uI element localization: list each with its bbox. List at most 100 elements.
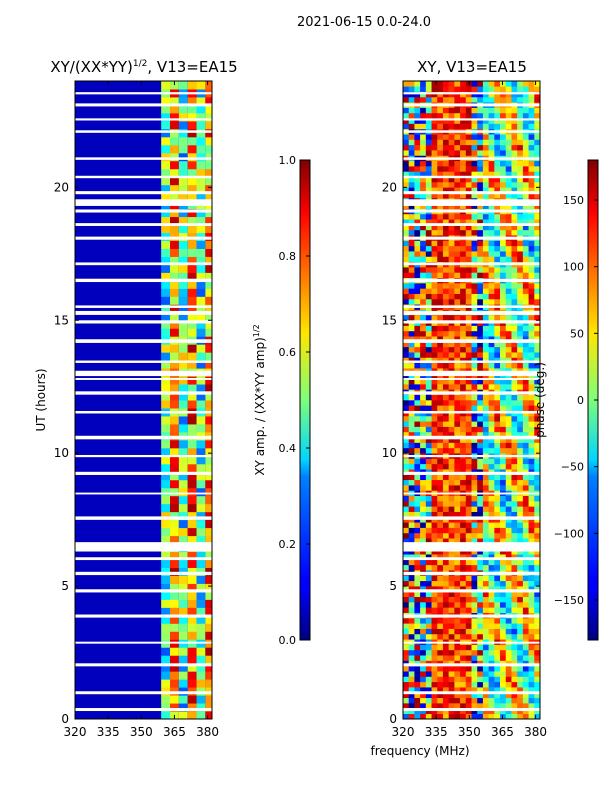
phase-cell xyxy=(517,479,524,486)
phase-cell xyxy=(442,400,449,406)
amplitude-cell xyxy=(205,304,212,313)
phase-cell xyxy=(431,586,438,592)
phase-cell xyxy=(500,166,507,172)
phase-cell xyxy=(414,633,421,640)
phase-cell xyxy=(528,501,535,507)
phase-cell xyxy=(522,112,529,119)
amplitude-cell xyxy=(161,176,171,186)
amplitude-cell xyxy=(161,360,171,369)
phase-cell xyxy=(408,256,415,263)
phase-cell xyxy=(534,708,541,714)
phase-cell xyxy=(408,213,415,220)
phase-cell xyxy=(488,144,495,151)
phase-cell xyxy=(414,293,421,300)
phase-cell xyxy=(522,628,529,635)
phase-gap-row xyxy=(403,410,540,414)
phase-cell xyxy=(505,681,512,688)
phase-cell xyxy=(488,86,495,92)
amplitude-cell xyxy=(205,240,212,249)
phase-cell xyxy=(511,144,518,151)
phase-cell xyxy=(482,495,489,502)
phase-cell xyxy=(454,171,461,177)
phase-cell xyxy=(534,559,541,566)
phase-cell xyxy=(420,86,427,92)
phase-cell xyxy=(511,554,518,560)
phase-cell xyxy=(505,394,512,401)
phase-cell xyxy=(528,479,535,486)
phase-x-tick-label: 365 xyxy=(491,725,514,739)
amplitude-heatmap xyxy=(75,81,212,720)
phase-cell xyxy=(534,330,541,337)
phase-cell xyxy=(500,224,507,231)
phase-cell xyxy=(511,522,518,528)
amplitude-cell xyxy=(205,320,212,329)
phase-cell xyxy=(488,150,495,156)
phase-cell xyxy=(465,405,472,411)
phase-cell xyxy=(448,708,455,714)
phase-cell xyxy=(420,171,427,177)
phase-cell xyxy=(414,224,421,231)
phase-cell xyxy=(505,527,512,534)
phase-cell xyxy=(511,559,518,566)
phase-cell xyxy=(488,81,495,87)
phase-cell xyxy=(425,240,432,247)
amplitude-cell xyxy=(170,296,179,305)
phase-cell xyxy=(488,580,495,587)
phase-cell xyxy=(465,91,472,98)
phase-cell xyxy=(465,182,472,188)
phase-cell xyxy=(500,336,507,342)
phase-cell xyxy=(425,166,432,172)
phase-cell xyxy=(511,586,518,592)
amplitude-cell xyxy=(205,447,212,457)
phase-cell xyxy=(522,107,529,114)
amplitude-cell xyxy=(187,120,197,130)
amplitude-cell xyxy=(205,631,212,640)
phase-cell xyxy=(477,479,484,486)
phase-cell xyxy=(414,644,421,651)
phase-cell xyxy=(494,485,501,491)
phase-cell xyxy=(488,501,495,507)
phase-cell xyxy=(488,256,495,263)
phase-cell xyxy=(414,134,421,140)
phase-cell xyxy=(505,554,512,560)
phase-cell xyxy=(420,511,427,518)
phase-cell xyxy=(534,112,541,119)
phase-cell xyxy=(425,219,432,225)
phase-cell xyxy=(420,378,427,385)
phase-cell xyxy=(414,671,421,677)
phase-cell xyxy=(420,628,427,635)
phase-cell xyxy=(522,384,529,390)
phase-cell xyxy=(494,314,501,321)
phase-cell xyxy=(437,378,444,385)
phase-cell xyxy=(431,187,438,193)
phase-cell xyxy=(505,400,512,406)
phase-cell xyxy=(465,681,472,688)
phase-cell xyxy=(437,219,444,225)
phase-cell xyxy=(477,283,484,289)
amplitude-cell xyxy=(178,471,188,481)
amplitude-cell xyxy=(170,256,179,265)
phase-cell xyxy=(488,703,495,709)
phase-cell xyxy=(460,224,467,231)
phase-cell xyxy=(408,134,415,140)
phase-cell xyxy=(505,596,512,603)
phase-cell xyxy=(522,330,529,337)
phase-cell xyxy=(414,176,421,183)
phase-cell xyxy=(482,437,489,443)
phase-cell xyxy=(465,160,472,167)
phase-cell xyxy=(420,474,427,481)
amplitude-cell xyxy=(205,495,212,505)
phase-cell xyxy=(403,649,410,656)
phase-cell xyxy=(471,442,478,449)
amplitude-gap-row xyxy=(75,370,212,377)
amplitude-cell xyxy=(161,224,171,234)
phase-cell xyxy=(494,532,501,539)
phase-cell xyxy=(460,150,467,156)
amplitude-cell xyxy=(170,240,179,249)
phase-cell xyxy=(517,134,524,140)
phase-gap-row xyxy=(403,191,540,195)
phase-cell xyxy=(494,336,501,342)
amplitude-cell xyxy=(170,184,179,194)
phase-cell xyxy=(460,352,467,358)
phase-cell xyxy=(408,479,415,486)
